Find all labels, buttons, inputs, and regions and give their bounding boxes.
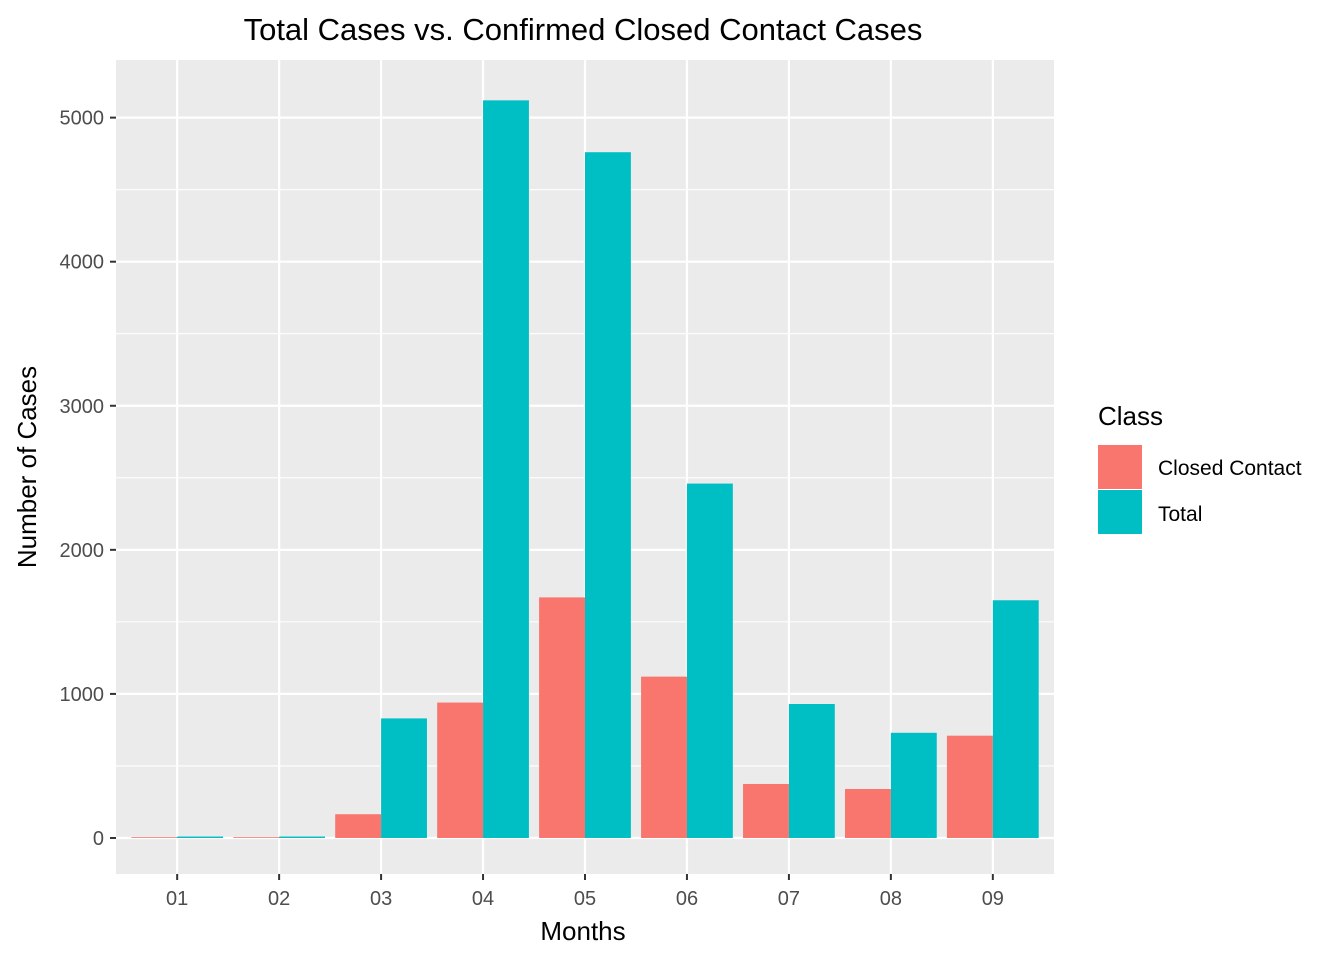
bar-closed-contact-04: [437, 702, 484, 838]
x-tick-label: 03: [370, 888, 392, 910]
x-axis: 01 02 03 04 05 06 07 08 09: [166, 874, 1004, 910]
x-tick-label: 09: [982, 888, 1004, 910]
chart-title: Total Cases vs. Confirmed Closed Contact…: [244, 12, 923, 47]
y-tick-label: 5000: [60, 108, 105, 130]
y-axis-title: Number of Cases: [12, 366, 42, 568]
legend-key-closed-contact: [1098, 445, 1142, 489]
x-tick-label: 06: [676, 888, 698, 910]
legend-label-total: Total: [1158, 503, 1202, 526]
bar-closed-contact-02: [233, 837, 280, 838]
y-axis: 0 1000 2000 3000 4000 5000: [60, 108, 116, 850]
bar-closed-contact-08: [844, 788, 891, 838]
legend: Class Closed Contact Total: [1098, 401, 1302, 534]
bar-total-04: [483, 100, 529, 838]
bar-total-07: [788, 703, 835, 838]
y-tick-label: 2000: [60, 540, 105, 562]
bar-total-05: [585, 152, 631, 838]
bar-total-06: [686, 483, 733, 838]
x-tick-label: 07: [778, 888, 800, 910]
bar-total-03: [381, 718, 427, 838]
bar-closed-contact-03: [335, 814, 382, 838]
x-tick-label: 02: [268, 888, 290, 910]
bar-total-02: [279, 836, 326, 838]
y-tick-label: 1000: [60, 684, 105, 706]
bar-closed-contact-06: [641, 676, 687, 838]
legend-key-total: [1098, 490, 1142, 534]
bar-closed-contact-09: [946, 735, 993, 838]
y-tick-label: 0: [93, 828, 104, 850]
bar-total-09: [992, 600, 1039, 838]
x-tick-label: 04: [472, 888, 494, 910]
legend-title: Class: [1098, 401, 1163, 431]
bar-closed-contact-07: [743, 783, 789, 838]
bar-closed-contact-05: [539, 597, 585, 838]
y-tick-label: 3000: [60, 396, 105, 418]
y-tick-label: 4000: [60, 252, 105, 274]
x-tick-label: 05: [574, 888, 596, 910]
x-axis-title: Months: [540, 916, 625, 946]
bar-total-08: [890, 732, 937, 838]
bar-closed-contact-01: [131, 837, 178, 838]
x-tick-label: 01: [166, 888, 188, 910]
bar-total-01: [177, 836, 224, 838]
bars-layer: [131, 100, 1039, 838]
x-tick-label: 08: [880, 888, 902, 910]
legend-label-closed-contact: Closed Contact: [1158, 457, 1302, 480]
